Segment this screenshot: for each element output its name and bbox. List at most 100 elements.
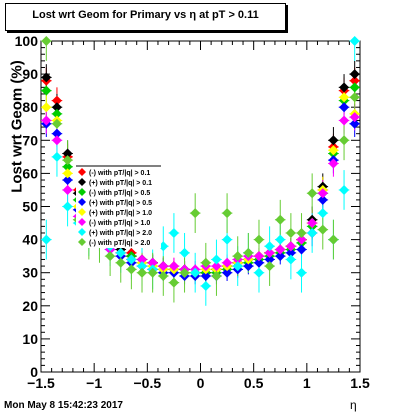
data-point bbox=[275, 244, 286, 255]
legend-marker bbox=[78, 238, 86, 246]
data-point bbox=[275, 234, 286, 245]
data-point bbox=[211, 271, 222, 282]
data-point bbox=[158, 261, 169, 272]
data-point bbox=[285, 241, 296, 252]
data-point bbox=[62, 148, 73, 159]
data-point bbox=[328, 158, 339, 169]
data-point bbox=[339, 135, 350, 146]
x-tick-label: 0 bbox=[197, 375, 205, 391]
data-point bbox=[232, 261, 243, 272]
data-point bbox=[62, 155, 73, 166]
data-point bbox=[349, 75, 360, 86]
data-point bbox=[253, 267, 264, 278]
data-point bbox=[243, 261, 254, 272]
data-point bbox=[349, 82, 360, 93]
data-point bbox=[51, 135, 62, 146]
legend-label: (+) with pT/|q| > 0.1 bbox=[89, 180, 152, 187]
data-point bbox=[296, 267, 307, 278]
legend-label: (-) with pT/|q| > 0.5 bbox=[89, 190, 150, 197]
data-point bbox=[253, 251, 264, 262]
data-point bbox=[41, 72, 52, 83]
x-tick-label: −0.5 bbox=[134, 375, 162, 391]
legend-marker bbox=[78, 168, 86, 176]
data-point bbox=[137, 261, 148, 272]
data-point bbox=[190, 208, 201, 219]
data-point bbox=[137, 254, 148, 265]
legend-label: (+) with pT/|q| > 2.0 bbox=[89, 230, 152, 237]
data-point bbox=[317, 194, 328, 205]
data-point bbox=[339, 102, 350, 113]
data-point bbox=[328, 234, 339, 245]
data-point bbox=[200, 257, 211, 268]
data-point bbox=[253, 234, 264, 245]
data-point bbox=[62, 175, 73, 186]
data-point bbox=[285, 227, 296, 238]
x-tick-label: 1 bbox=[303, 375, 311, 391]
y-tick-label: 30 bbox=[22, 265, 38, 281]
data-point bbox=[211, 254, 222, 265]
data-point bbox=[317, 188, 328, 199]
data-point bbox=[200, 271, 211, 282]
data-point bbox=[243, 247, 254, 258]
data-point bbox=[62, 161, 73, 172]
data-point bbox=[62, 201, 73, 212]
data-point bbox=[190, 267, 201, 278]
data-point bbox=[158, 271, 169, 282]
data-point bbox=[296, 234, 307, 245]
data-point bbox=[115, 247, 126, 258]
x-axis-label: η bbox=[350, 398, 357, 412]
data-point bbox=[115, 257, 126, 268]
y-tick-label: 80 bbox=[22, 99, 38, 115]
data-point bbox=[317, 208, 328, 219]
data-point bbox=[264, 254, 275, 265]
legend-label: (+) with pT/|q| > 1.0 bbox=[89, 210, 152, 217]
data-point bbox=[222, 234, 233, 245]
data-point bbox=[41, 234, 52, 245]
data-point bbox=[41, 115, 52, 126]
data-point bbox=[62, 168, 73, 179]
footer-timestamp: Mon May 8 15:42:23 2017 bbox=[4, 400, 123, 411]
legend-label: (-) with pT/|q| > 1.0 bbox=[89, 220, 150, 227]
y-tick-label: 20 bbox=[22, 298, 38, 314]
y-tick-label: 100 bbox=[15, 33, 39, 49]
data-point bbox=[41, 85, 52, 96]
data-point bbox=[168, 277, 179, 288]
data-point bbox=[51, 118, 62, 129]
data-point bbox=[200, 280, 211, 291]
data-point bbox=[296, 227, 307, 238]
data-point bbox=[264, 241, 275, 252]
data-point bbox=[51, 108, 62, 119]
data-point bbox=[222, 267, 233, 278]
legend-marker bbox=[78, 178, 86, 186]
data-point bbox=[275, 214, 286, 225]
data-point bbox=[168, 227, 179, 238]
y-tick-label: 10 bbox=[22, 331, 38, 347]
y-tick-label: 60 bbox=[22, 165, 38, 181]
legend-marker bbox=[78, 188, 86, 196]
axis-ticks: 0 10 20 30 40 50 60 70 80 90 100 −1.5 −1 −0.5 0 0.5 1 1.5 bbox=[15, 33, 370, 391]
data-point bbox=[339, 92, 350, 103]
legend-label: (-) with pT/|q| > 2.0 bbox=[89, 240, 150, 247]
y-tick-label: 40 bbox=[22, 232, 38, 248]
data-point bbox=[253, 257, 264, 268]
legend-box bbox=[76, 166, 161, 248]
data-point bbox=[275, 251, 286, 262]
data-point bbox=[349, 92, 360, 103]
data-point bbox=[232, 251, 243, 262]
data-point bbox=[51, 128, 62, 139]
data-point bbox=[41, 36, 52, 46]
data-point bbox=[285, 254, 296, 265]
data-point bbox=[51, 151, 62, 162]
y-tick-label: 90 bbox=[22, 66, 38, 82]
legend-marker bbox=[78, 198, 86, 206]
data-point bbox=[126, 254, 137, 265]
data-point bbox=[349, 36, 360, 46]
x-tick-label: 0.5 bbox=[244, 375, 264, 391]
chart-title: Lost wrt Geom for Primary vs η at pT > 0… bbox=[32, 9, 259, 21]
data-point bbox=[147, 257, 158, 268]
data-point bbox=[296, 244, 307, 255]
title-box: Lost wrt Geom for Primary vs η at pT > 0… bbox=[5, 3, 286, 31]
data-point bbox=[264, 247, 275, 258]
